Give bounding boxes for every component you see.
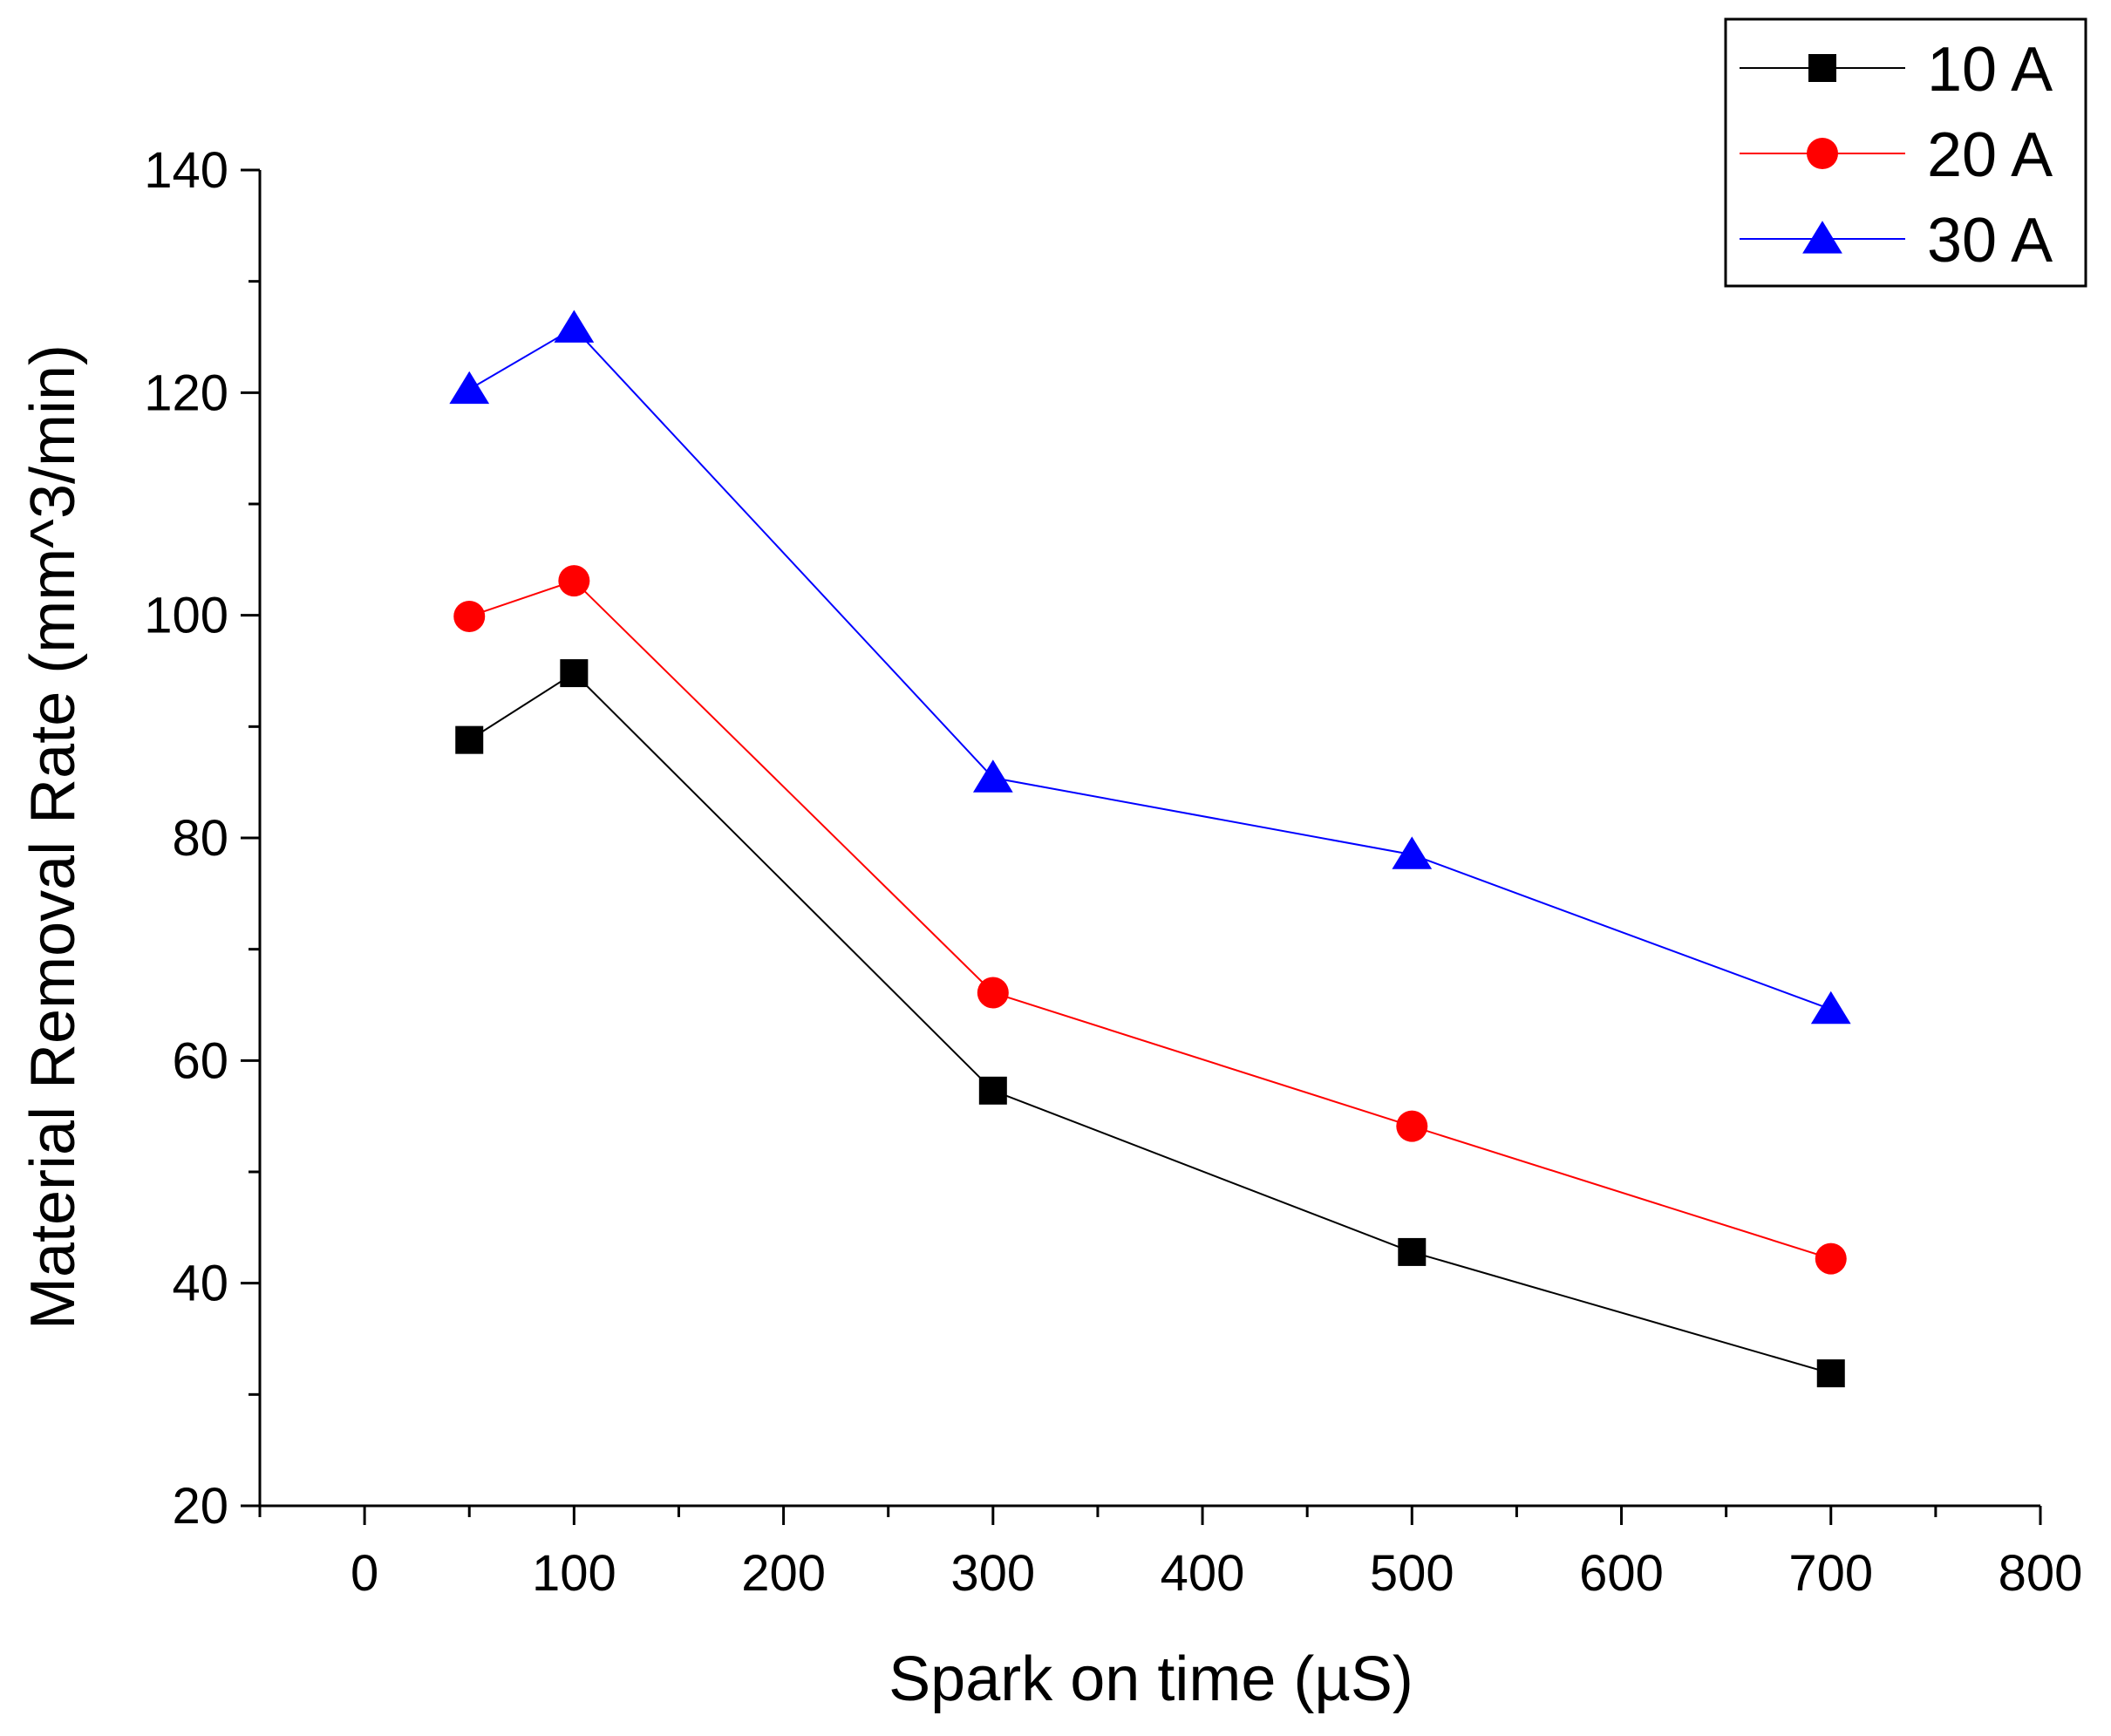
- y-tick-label: 100: [144, 588, 228, 644]
- data-point: [972, 759, 1013, 793]
- legend-label: 30 A: [1927, 206, 2053, 276]
- data-point: [1816, 1359, 1845, 1388]
- data-point: [560, 659, 589, 688]
- y-tick-label: 120: [144, 364, 228, 421]
- x-tick-label: 400: [1161, 1545, 1245, 1602]
- data-point: [449, 371, 490, 405]
- series-10-a: [455, 659, 1845, 1388]
- legend-marker: [1802, 221, 1842, 254]
- x-tick-label: 100: [532, 1545, 616, 1602]
- y-tick-label: 40: [172, 1256, 228, 1312]
- data-point: [1398, 1237, 1427, 1266]
- legend-label: 10 A: [1927, 35, 2053, 105]
- axes: 0 100 200 300 400 500 600 700 800 20 40 60 80 100 120 1…: [144, 142, 2082, 1602]
- x-tick-label: 0: [351, 1545, 378, 1602]
- legend-label: 20 A: [1927, 120, 2053, 190]
- data-point: [1815, 1242, 1847, 1275]
- y-tick-label: 140: [144, 142, 228, 199]
- legend: 10 A 20 A 30 A: [1724, 17, 2087, 288]
- y-axis-title: Material Removal Rate (mm^3/min): [18, 344, 88, 1330]
- legend-marker: [1807, 138, 1838, 169]
- data-point: [1392, 836, 1433, 869]
- data-point: [453, 600, 486, 632]
- series-20-a: [453, 565, 1847, 1275]
- x-tick-label: 300: [950, 1545, 1035, 1602]
- series-line: [468, 327, 1832, 1011]
- y-tick-label: 60: [172, 1032, 228, 1089]
- data-point: [978, 1076, 1007, 1105]
- series-line: [468, 671, 1832, 1375]
- x-tick-label: 200: [741, 1545, 826, 1602]
- x-axis-title: Spark on time (µS): [889, 1644, 1413, 1714]
- data-point: [558, 565, 590, 597]
- x-tick-label: 600: [1579, 1545, 1664, 1602]
- data-point: [1396, 1110, 1428, 1142]
- data-point: [455, 725, 484, 754]
- series-30-a: [449, 310, 1851, 1025]
- data-point: [554, 310, 595, 343]
- legend-marker: [1808, 54, 1836, 82]
- x-tick-label: 500: [1370, 1545, 1454, 1602]
- x-tick-label: 800: [1999, 1545, 2083, 1602]
- y-tick-label: 80: [172, 810, 228, 867]
- x-tick-label: 700: [1788, 1545, 1873, 1602]
- data-point: [1810, 991, 1851, 1025]
- series-line: [468, 579, 1832, 1260]
- data-point: [977, 977, 1009, 1009]
- y-tick-label: 20: [172, 1478, 228, 1535]
- plot-area: [449, 310, 1851, 1388]
